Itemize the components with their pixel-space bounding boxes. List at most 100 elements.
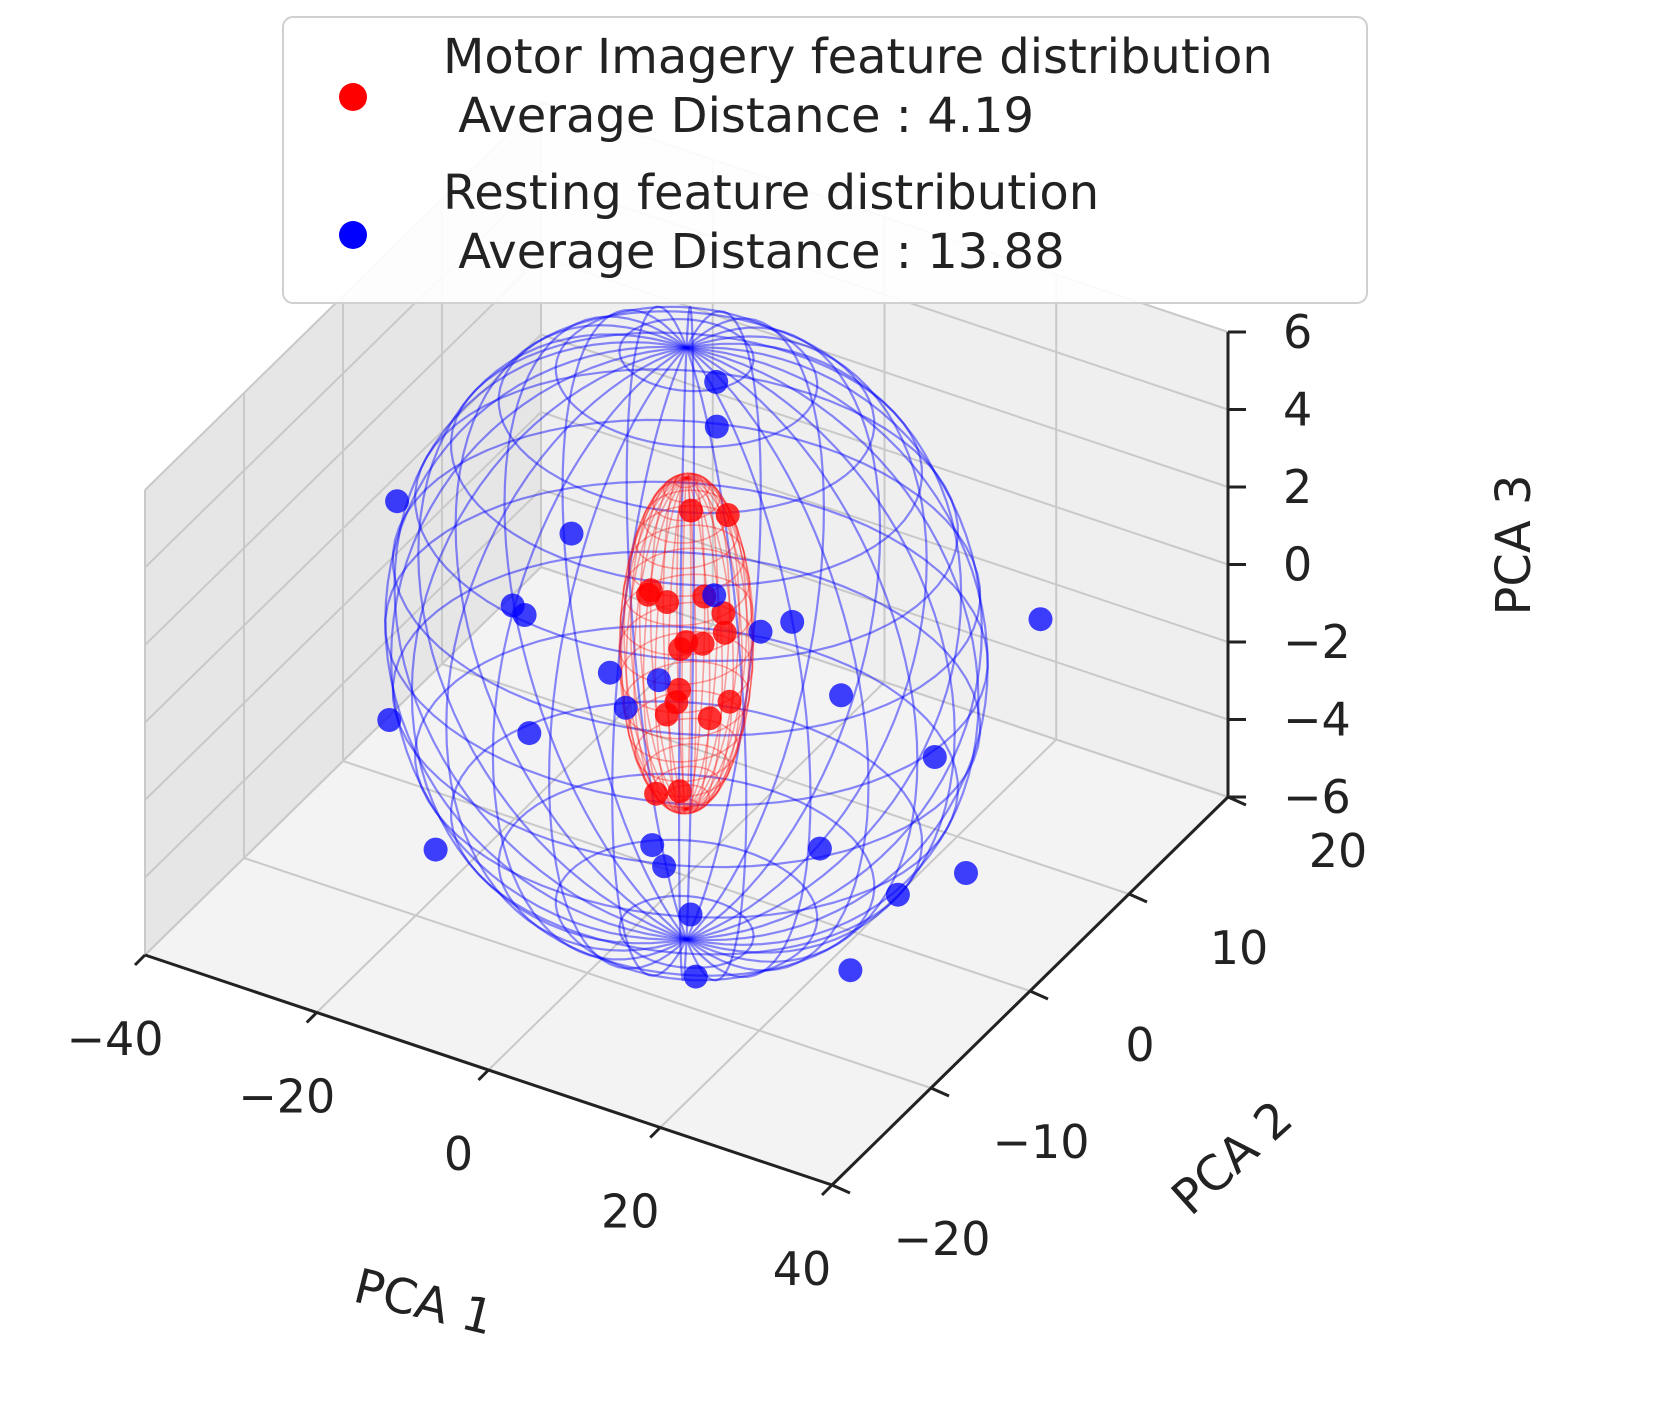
wireframe-longitude — [642, 477, 688, 814]
x-axis-label: PCA 1 — [349, 1258, 499, 1346]
resting-ellipsoid-wireframe — [384, 305, 989, 982]
wireframe-longitude — [685, 346, 919, 963]
y-axis-tick-label: −20 — [893, 1212, 990, 1266]
wireframe-longitude — [686, 477, 754, 810]
motor-imagery-point — [712, 620, 737, 645]
grid-line-z — [540, 566, 1229, 798]
resting-point — [922, 745, 947, 769]
y-axis-tick — [1029, 989, 1049, 1001]
wireframe-latitude — [622, 547, 751, 627]
y-axis-tick — [831, 1183, 851, 1195]
motor-imagery-point — [667, 779, 692, 804]
wireframe-longitude — [686, 346, 984, 941]
resting-point — [807, 836, 832, 861]
legend-resting-line2: Average Distance : 13.88 — [443, 224, 1065, 280]
grid-line-z — [144, 566, 542, 956]
wireframe-latitude — [652, 765, 721, 809]
wireframe-longitude — [625, 305, 688, 940]
wireframe-longitude — [685, 317, 826, 941]
wireframe-longitude — [685, 310, 762, 940]
resting-point — [613, 695, 638, 720]
x-axis-tick — [649, 1126, 662, 1139]
resting-point — [838, 958, 863, 983]
y-axis-label: PCA 2 — [1161, 1090, 1303, 1226]
wireframe-latitude — [622, 660, 751, 740]
grid-line-z — [540, 333, 1229, 566]
wireframe-longitude — [445, 346, 687, 952]
wireframe-longitude — [611, 347, 688, 977]
wireframe-longitude — [410, 346, 687, 945]
wireframe-latitude — [554, 305, 819, 449]
wireframe-longitude — [629, 476, 687, 810]
wireframe-latitude — [652, 478, 721, 522]
wireframe-longitude — [686, 346, 956, 954]
wireframe-longitude — [685, 346, 870, 972]
wireframe-longitude — [686, 335, 928, 941]
wireframe-longitude — [686, 477, 735, 812]
wireframe-latitude — [449, 700, 924, 956]
y-axis-tick-label: 0 — [1125, 1018, 1154, 1072]
wireframe-longitude — [454, 324, 688, 941]
wireframe-latitude — [627, 524, 746, 598]
wireframe-longitude — [686, 474, 741, 810]
wireframe-longitude — [417, 333, 687, 941]
motor-imagery-point — [654, 702, 679, 727]
legend-marker-motor-imagery — [339, 83, 367, 111]
wireframe-longitude — [384, 345, 687, 941]
motor-imagery-point — [679, 498, 703, 523]
x-axis-tick — [820, 1183, 834, 1197]
wireframe-latitude — [673, 798, 700, 815]
wireframe-latitude — [414, 368, 959, 663]
legend-motor-imagery-line2: Average Distance : 4.19 — [443, 88, 1034, 144]
y-axis-tick — [930, 1086, 950, 1098]
resting-point — [559, 521, 584, 546]
resting-point — [829, 683, 854, 708]
motor-imagery-point — [697, 706, 722, 731]
resting-point — [652, 854, 677, 879]
grid-line-z — [540, 488, 1229, 721]
resting-point — [377, 708, 402, 732]
resting-point — [702, 583, 727, 608]
z-axis-label: PCA 3 — [1486, 474, 1542, 615]
wireframe-latitude — [673, 472, 700, 489]
x-axis-tick-label: −40 — [66, 1012, 163, 1066]
z-axis-tick-label: 0 — [1283, 538, 1312, 592]
z-axis-tick-label: −6 — [1283, 770, 1351, 824]
wireframe-longitude — [623, 476, 687, 810]
grid-line-y — [441, 663, 1130, 895]
wireframe-longitude — [686, 346, 989, 942]
x-axis-tick-label: 20 — [601, 1185, 660, 1239]
wireframe-latitude — [384, 480, 989, 807]
wireframe-longitude — [547, 346, 688, 970]
y-axis-tick-label: 20 — [1309, 824, 1368, 878]
wireframe-latitude — [642, 489, 731, 544]
z-axis-tick-label: 6 — [1283, 305, 1312, 359]
motor-imagery-point — [674, 630, 699, 655]
z-axis-tick-label: −4 — [1283, 693, 1351, 747]
x-axis-tick-label: 40 — [773, 1242, 832, 1296]
wireframe-longitude — [686, 477, 744, 811]
resting-point — [517, 721, 542, 746]
motor-imagery-point — [717, 689, 742, 714]
resting-point — [500, 593, 525, 618]
scatter-points — [377, 369, 1053, 989]
wireframe-longitude — [685, 326, 882, 941]
z-axis-tick-label: −2 — [1283, 615, 1351, 669]
grid-line-z — [144, 333, 542, 724]
y-axis-tick — [1128, 892, 1148, 904]
motor-imagery-point — [655, 590, 680, 615]
resting-point — [423, 837, 448, 862]
wireframe-longitude — [685, 347, 748, 982]
grid-line-z — [144, 256, 542, 646]
legend-motor-imagery-line1: Motor Imagery feature distribution — [443, 29, 1273, 85]
resting-point — [597, 660, 622, 685]
legend-box — [282, 16, 1368, 304]
wireframe-longitude — [686, 342, 963, 941]
wireframe-longitude — [638, 475, 687, 810]
z-axis-tick-label: 4 — [1283, 383, 1312, 437]
x-axis-tick-label: 0 — [444, 1127, 473, 1181]
resting-point — [683, 964, 708, 989]
resting-point — [646, 668, 671, 693]
